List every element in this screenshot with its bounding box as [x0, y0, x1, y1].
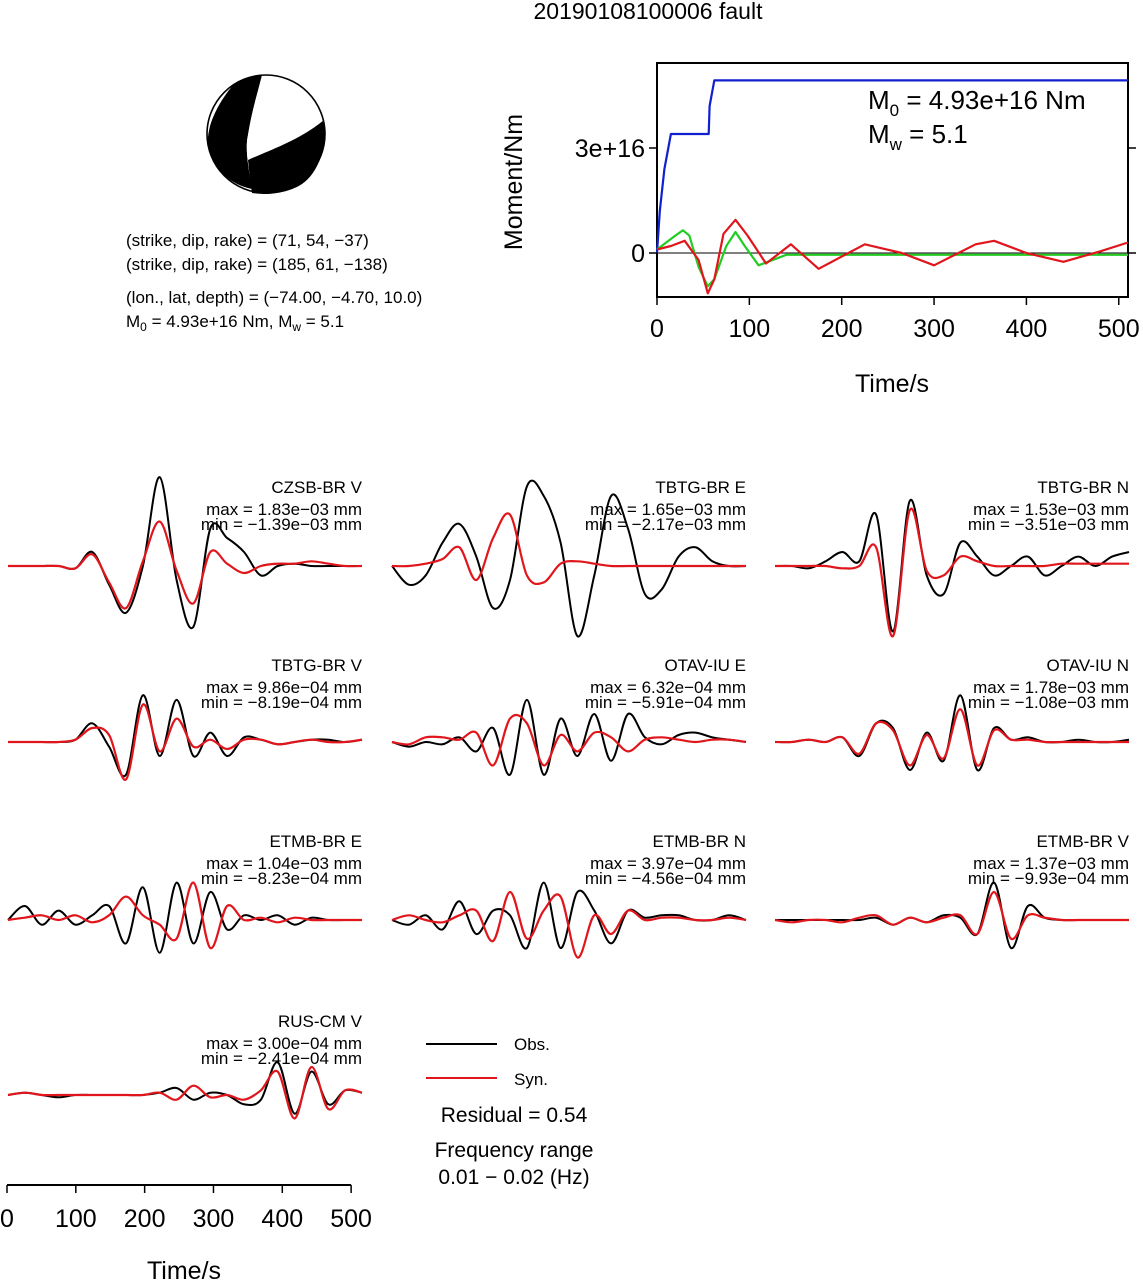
plane2-text: (strike, dip, rake) = (185, 61, −138) [126, 255, 388, 274]
station-min: min = −3.51e−03 mm [968, 515, 1129, 534]
station-min: min = −1.39e−03 mm [201, 515, 362, 534]
moment-chart-xlabel: Time/s [855, 370, 929, 398]
synthetic-trace [774, 708, 1129, 767]
moment-annotation-mw: Mw = 5.1 [868, 119, 968, 154]
station-max: max = 1.65e−03 mm [590, 500, 746, 519]
synthetic-trace [7, 881, 362, 950]
station-min: min = −5.91e−04 mm [585, 693, 746, 712]
waveform-xtick-label: 500 [330, 1205, 372, 1233]
waveform-time-axis: Time/s 0 100 200 300 400 500 [0, 1184, 372, 1281]
figure-title: 20190108100006 fault [534, 0, 764, 24]
station-label: OTAV-IU N [1047, 656, 1130, 675]
legend-obs-label: Obs. [514, 1035, 550, 1054]
moment-chart-ylabel: Moment/Nm [500, 114, 528, 250]
frequency-label: Frequency range [435, 1139, 594, 1162]
synthetic-trace [7, 1065, 363, 1120]
synthetic-trace [774, 507, 1129, 638]
waveform-xtick-label: 0 [0, 1205, 14, 1233]
waveform-xtick-label: 200 [124, 1205, 166, 1233]
moment-xtick-label: 500 [1098, 315, 1140, 343]
station-label: TBTG-BR N [1037, 478, 1129, 497]
residual-text: Residual = 0.54 [441, 1104, 588, 1127]
moment-xtick-label: 200 [821, 315, 863, 343]
station-min: min = −9.93e−04 mm [968, 869, 1129, 888]
waveform-xtick-label: 400 [261, 1205, 303, 1233]
moment-series-blue [655, 79, 1128, 254]
observed-trace [391, 479, 747, 638]
moment-chart: Moment/Nm Time/s M0 = 4.93e+16 Nm Mw = 5… [500, 62, 1140, 398]
waveform-xtick-label: 300 [193, 1205, 235, 1233]
moment-xtick-label: 100 [728, 315, 770, 343]
synthetic-trace [7, 703, 363, 781]
station-max: max = 3.97e−04 mm [590, 854, 746, 873]
moment-series-green [656, 229, 1128, 288]
station-max: max = 1.04e−03 mm [206, 854, 362, 873]
station-min: min = −4.56e−04 mm [585, 869, 746, 888]
observed-trace [7, 881, 362, 954]
moment-magnitude-text: M0 = 4.93e+16 Nm, Mw = 5.1 [126, 312, 344, 334]
station-label: CZSB-BR V [271, 478, 362, 497]
waveform-xtick-label: 100 [55, 1205, 97, 1233]
synthetic-trace [391, 890, 747, 959]
moment-xtick-label: 0 [650, 315, 664, 343]
plane1-text: (strike, dip, rake) = (71, 54, −37) [126, 231, 369, 250]
station-min: min = −2.41e−04 mm [201, 1049, 362, 1068]
station-label: OTAV-IU E [664, 656, 746, 675]
station-min: min = −8.19e−04 mm [201, 693, 362, 712]
synthetic-trace [7, 520, 363, 610]
station-max: max = 9.86e−04 mm [206, 678, 362, 697]
station-min: min = −8.23e−04 mm [201, 869, 362, 888]
moment-ytick-label: 3e+16 [575, 135, 645, 163]
moment-annotation-m0: M0 = 4.93e+16 Nm [868, 85, 1086, 120]
observed-trace [391, 881, 747, 950]
moment-xtick-label: 400 [1006, 315, 1048, 343]
location-text: (lon., lat, depth) = (−74.00, −4.70, 10.… [126, 288, 422, 307]
synthetic-trace [774, 890, 1129, 941]
station-label: ETMB-BR V [1036, 832, 1129, 851]
moment-xtick-label: 300 [913, 315, 955, 343]
station-max: max = 1.83e−03 mm [206, 500, 362, 519]
moment-ytick-label: 0 [631, 240, 645, 268]
station-max: max = 1.78e−03 mm [973, 678, 1129, 697]
frequency-value: 0.01 − 0.02 (Hz) [438, 1166, 589, 1189]
station-max: max = 1.53e−03 mm [973, 500, 1129, 519]
station-label: TBTG-BR V [271, 656, 362, 675]
station-label: ETMB-BR N [653, 832, 747, 851]
station-min: min = −2.17e−03 mm [585, 515, 746, 534]
station-max: max = 1.37e−03 mm [973, 854, 1129, 873]
moment-series-red [656, 218, 1129, 295]
legend-syn-label: Syn. [514, 1070, 548, 1089]
legend: Obs. Syn. [426, 1035, 550, 1089]
synthetic-trace [391, 713, 747, 767]
synthetic-trace [391, 512, 746, 586]
waveform-xlabel: Time/s [147, 1257, 221, 1281]
station-max: max = 3.00e−04 mm [206, 1034, 362, 1053]
station-label: RUS-CM V [278, 1012, 363, 1031]
station-label: TBTG-BR E [655, 478, 746, 497]
focal-mechanism-beachball [206, 74, 326, 194]
moment-chart-frame [656, 62, 1129, 298]
station-min: min = −1.08e−03 mm [968, 693, 1129, 712]
station-label: ETMB-BR E [269, 832, 362, 851]
station-max: max = 6.32e−04 mm [590, 678, 746, 697]
